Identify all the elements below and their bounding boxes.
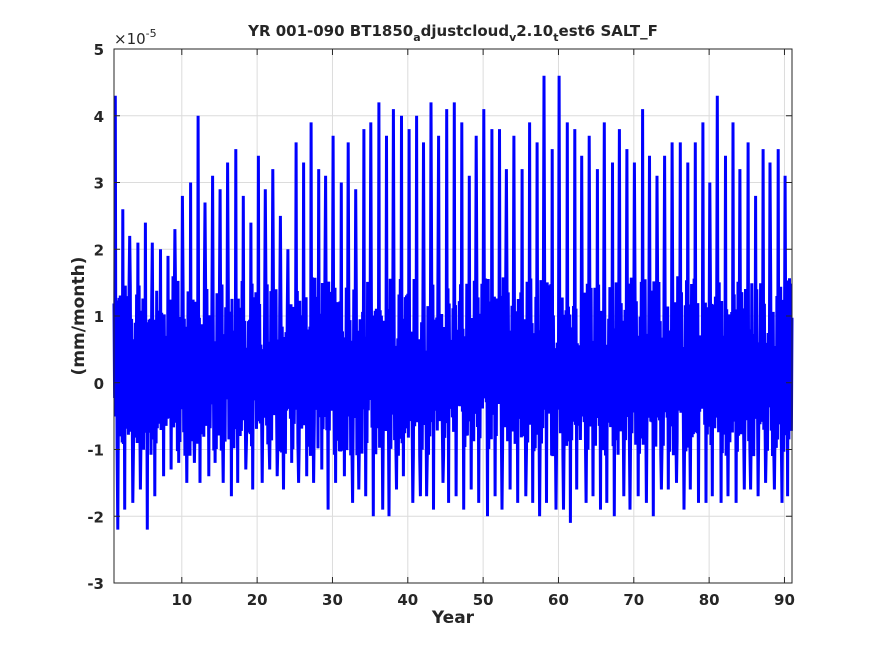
x-tick-label: 90 [774, 591, 795, 609]
y-tick-label: -2 [87, 508, 104, 526]
data-series [112, 75, 794, 530]
x-tick-label: 30 [322, 591, 343, 609]
y-tick-label: 3 [94, 175, 104, 193]
y-tick-label: 1 [94, 308, 104, 326]
chart-title-part: est6 SALT_F [559, 22, 658, 40]
chart-title-part: YR 001-090 BT1850 [247, 22, 413, 40]
chart-title-part: v [509, 31, 517, 44]
x-tick-label: 60 [548, 591, 569, 609]
exponent-power: -5 [146, 27, 157, 40]
y-axis-label: (mm/month) [69, 257, 89, 376]
x-tick-label: 40 [397, 591, 418, 609]
chart-title-part: djustcloud [421, 22, 509, 40]
x-tick-label: 20 [247, 591, 268, 609]
x-tick-label: 70 [623, 591, 644, 609]
series-line [112, 75, 794, 530]
y-tick-label: 4 [94, 108, 104, 126]
x-tick-label: 80 [699, 591, 720, 609]
y-tick-label: 0 [94, 375, 104, 393]
chart-title-part: a [413, 31, 420, 44]
y-tick-label: -1 [87, 442, 104, 460]
chart-title: YR 001-090 BT1850adjustcloudv2.10test6 S… [247, 22, 658, 44]
y-axis: -3 -2 -1 0 1 2 3 4 5 [87, 41, 792, 593]
x-axis: 10 20 30 40 50 60 70 80 90 [171, 49, 795, 609]
chart-title-part: 2.10 [516, 22, 553, 40]
y-tick-label: 2 [94, 241, 104, 259]
x-tick-label: 50 [473, 591, 494, 609]
x-axis-label: Year [431, 608, 475, 628]
exponent-base: ×10 [114, 30, 146, 48]
chart-title-part: t [553, 31, 558, 44]
x-tick-label: 10 [171, 591, 192, 609]
y-exponent-label: ×10-5 [114, 27, 157, 48]
y-tick-label: -3 [87, 575, 104, 593]
y-tick-label: 5 [94, 41, 104, 59]
